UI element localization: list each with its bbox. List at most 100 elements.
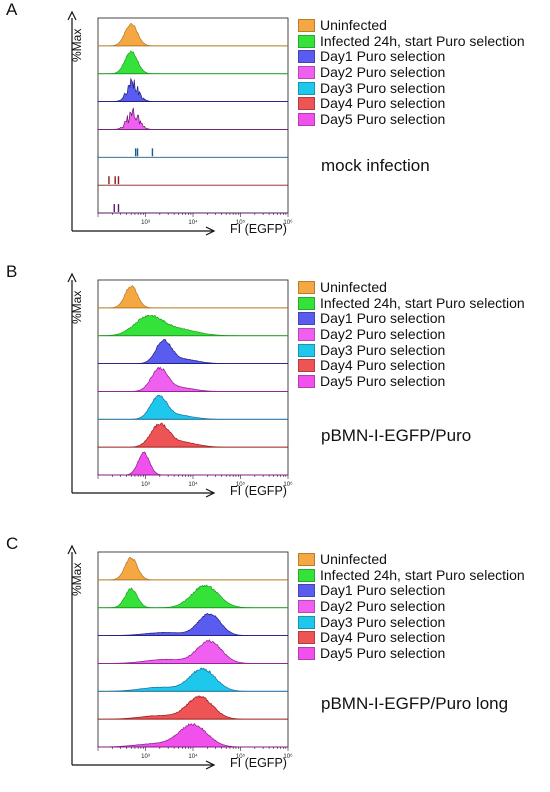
legend-item: Infected 24h, start Puro selection <box>298 32 525 50</box>
legend-item: Day5 Puro selection <box>298 111 525 128</box>
legend-item: Day1 Puro selection <box>298 311 525 327</box>
histogram-series <box>97 339 289 365</box>
x-axis-arrow <box>205 226 216 236</box>
x-ticks: 10³ 10⁴ 10⁵ 10⁶ <box>97 213 293 226</box>
x-axis-arrow <box>205 760 216 770</box>
legend-swatch <box>298 97 315 111</box>
x-axis-label: FI (EGFP) <box>230 222 287 236</box>
histogram-area <box>97 422 289 448</box>
axes <box>67 272 216 498</box>
legend-item: Day5 Puro selection <box>298 645 525 662</box>
legend-swatch <box>298 112 315 126</box>
legend-item: Day4 Puro selection <box>298 96 525 112</box>
legend-label: Infected 24h, start Puro selection <box>320 32 525 49</box>
legend-label: Day3 Puro selection <box>320 613 446 630</box>
histogram-area <box>97 394 289 420</box>
histogram-series <box>97 285 289 309</box>
axes <box>67 544 216 770</box>
histogram-area <box>97 23 289 47</box>
histogram-area <box>97 50 289 75</box>
legend-swatch <box>298 34 315 48</box>
histogram-series <box>97 667 289 692</box>
histogram-series <box>97 723 288 748</box>
x-ticks: 10³ 10⁴ 10⁵ 10⁶ <box>97 747 293 760</box>
axes <box>67 10 216 236</box>
histogram-series <box>97 23 289 47</box>
legend-swatch <box>298 328 315 342</box>
x-tick-label: 10⁶ <box>283 481 293 488</box>
legend-label: Day3 Puro selection <box>320 341 446 358</box>
histogram-series <box>97 584 289 609</box>
y-axis-arrow <box>67 10 77 21</box>
y-axis-arrow <box>67 544 77 555</box>
legend-item: Day3 Puro selection <box>298 614 525 630</box>
legend-label: Day5 Puro selection <box>320 372 446 389</box>
legend-item: Day4 Puro selection <box>298 630 525 646</box>
histogram-plot: 10³ 10⁴ 10⁵ 10⁶ <box>67 272 293 498</box>
legend-item: Day3 Puro selection <box>298 80 525 96</box>
legend: Uninfected Infected 24h, start Puro selec… <box>298 552 525 661</box>
x-axis-label: FI (EGFP) <box>230 484 287 498</box>
legend-item: Day5 Puro selection <box>298 372 525 390</box>
x-tick-label: 10⁵ <box>236 481 246 488</box>
histogram-area <box>97 339 289 364</box>
legend-swatch <box>298 343 315 357</box>
legend-item: Infected 24h, start Puro selection <box>298 294 525 312</box>
legend-label: Infected 24h, start Puro selection <box>320 294 525 311</box>
panel-c: C 10³ 10⁴ 10⁵ 10⁶ %Max FI (EGFP) Uninfected… <box>0 534 550 792</box>
x-axis-arrow <box>205 488 216 498</box>
legend-label: Day4 Puro selection <box>320 629 446 646</box>
x-tick-label: 10⁴ <box>188 219 198 226</box>
condition-label: mock infection <box>321 156 430 175</box>
histogram-area <box>97 366 289 392</box>
histogram-plot: 10³ 10⁴ 10⁵ 10⁶ <box>67 544 293 770</box>
legend-label: Uninfected <box>320 279 387 296</box>
legend-swatch <box>298 359 315 373</box>
legend-label: Day2 Puro selection <box>320 326 446 343</box>
histogram-series <box>98 204 288 214</box>
x-axis-label: FI (EGFP) <box>230 756 287 770</box>
histogram-series <box>97 639 289 664</box>
legend-item: Day1 Puro selection <box>298 583 525 599</box>
histogram-area <box>97 107 289 130</box>
legend-label: Day1 Puro selection <box>320 48 446 65</box>
condition-label: pBMN-I-EGFP/Puro <box>321 426 472 445</box>
legend-item: Day3 Puro selection <box>298 342 525 358</box>
legend: Uninfected Infected 24h, start Puro selec… <box>298 280 525 389</box>
legend-swatch <box>298 646 315 660</box>
histogram-series <box>97 394 289 420</box>
histogram-series <box>97 613 289 637</box>
histogram-series <box>97 107 289 130</box>
x-tick-label: 10⁶ <box>283 753 293 760</box>
x-ticks: 10³ 10⁴ 10⁵ 10⁶ <box>97 475 293 488</box>
histogram-area <box>97 584 289 609</box>
legend-item: Day4 Puro selection <box>298 358 525 374</box>
x-tick-label: 10³ <box>141 754 150 760</box>
legend-item: Day2 Puro selection <box>298 599 525 615</box>
histogram-area <box>97 285 289 309</box>
legend-item: Uninfected <box>298 552 525 568</box>
x-tick-label: 10³ <box>141 482 150 488</box>
histogram-area <box>97 77 289 102</box>
histogram-series <box>98 176 288 186</box>
legend-swatch <box>298 66 315 80</box>
panel-a: A 10³ 10⁴ 10⁵ 10⁶ %Max FI (EGFP) Uninfected… <box>0 0 550 258</box>
legend-label: Uninfected <box>320 551 387 568</box>
histogram-area <box>98 451 288 476</box>
legend-label: Uninfected <box>320 17 387 34</box>
legend-label: Day4 Puro selection <box>320 95 446 112</box>
legend-swatch <box>298 374 315 388</box>
legend: Uninfected Infected 24h, start Puro selec… <box>298 18 525 127</box>
legend-item: Day1 Puro selection <box>298 49 525 65</box>
y-axis-label: %Max <box>70 290 84 324</box>
legend-label: Day4 Puro selection <box>320 357 446 374</box>
y-axis-arrow <box>67 272 77 283</box>
legend-swatch <box>298 553 315 567</box>
legend-label: Day2 Puro selection <box>320 64 446 81</box>
condition-label: pBMN-I-EGFP/Puro long <box>321 694 509 713</box>
histogram-series <box>97 695 289 720</box>
legend-item: Infected 24h, start Puro selection <box>298 567 525 584</box>
panel-letter: C <box>6 534 19 553</box>
panel-letter: A <box>6 0 18 19</box>
histogram-series <box>97 50 289 75</box>
